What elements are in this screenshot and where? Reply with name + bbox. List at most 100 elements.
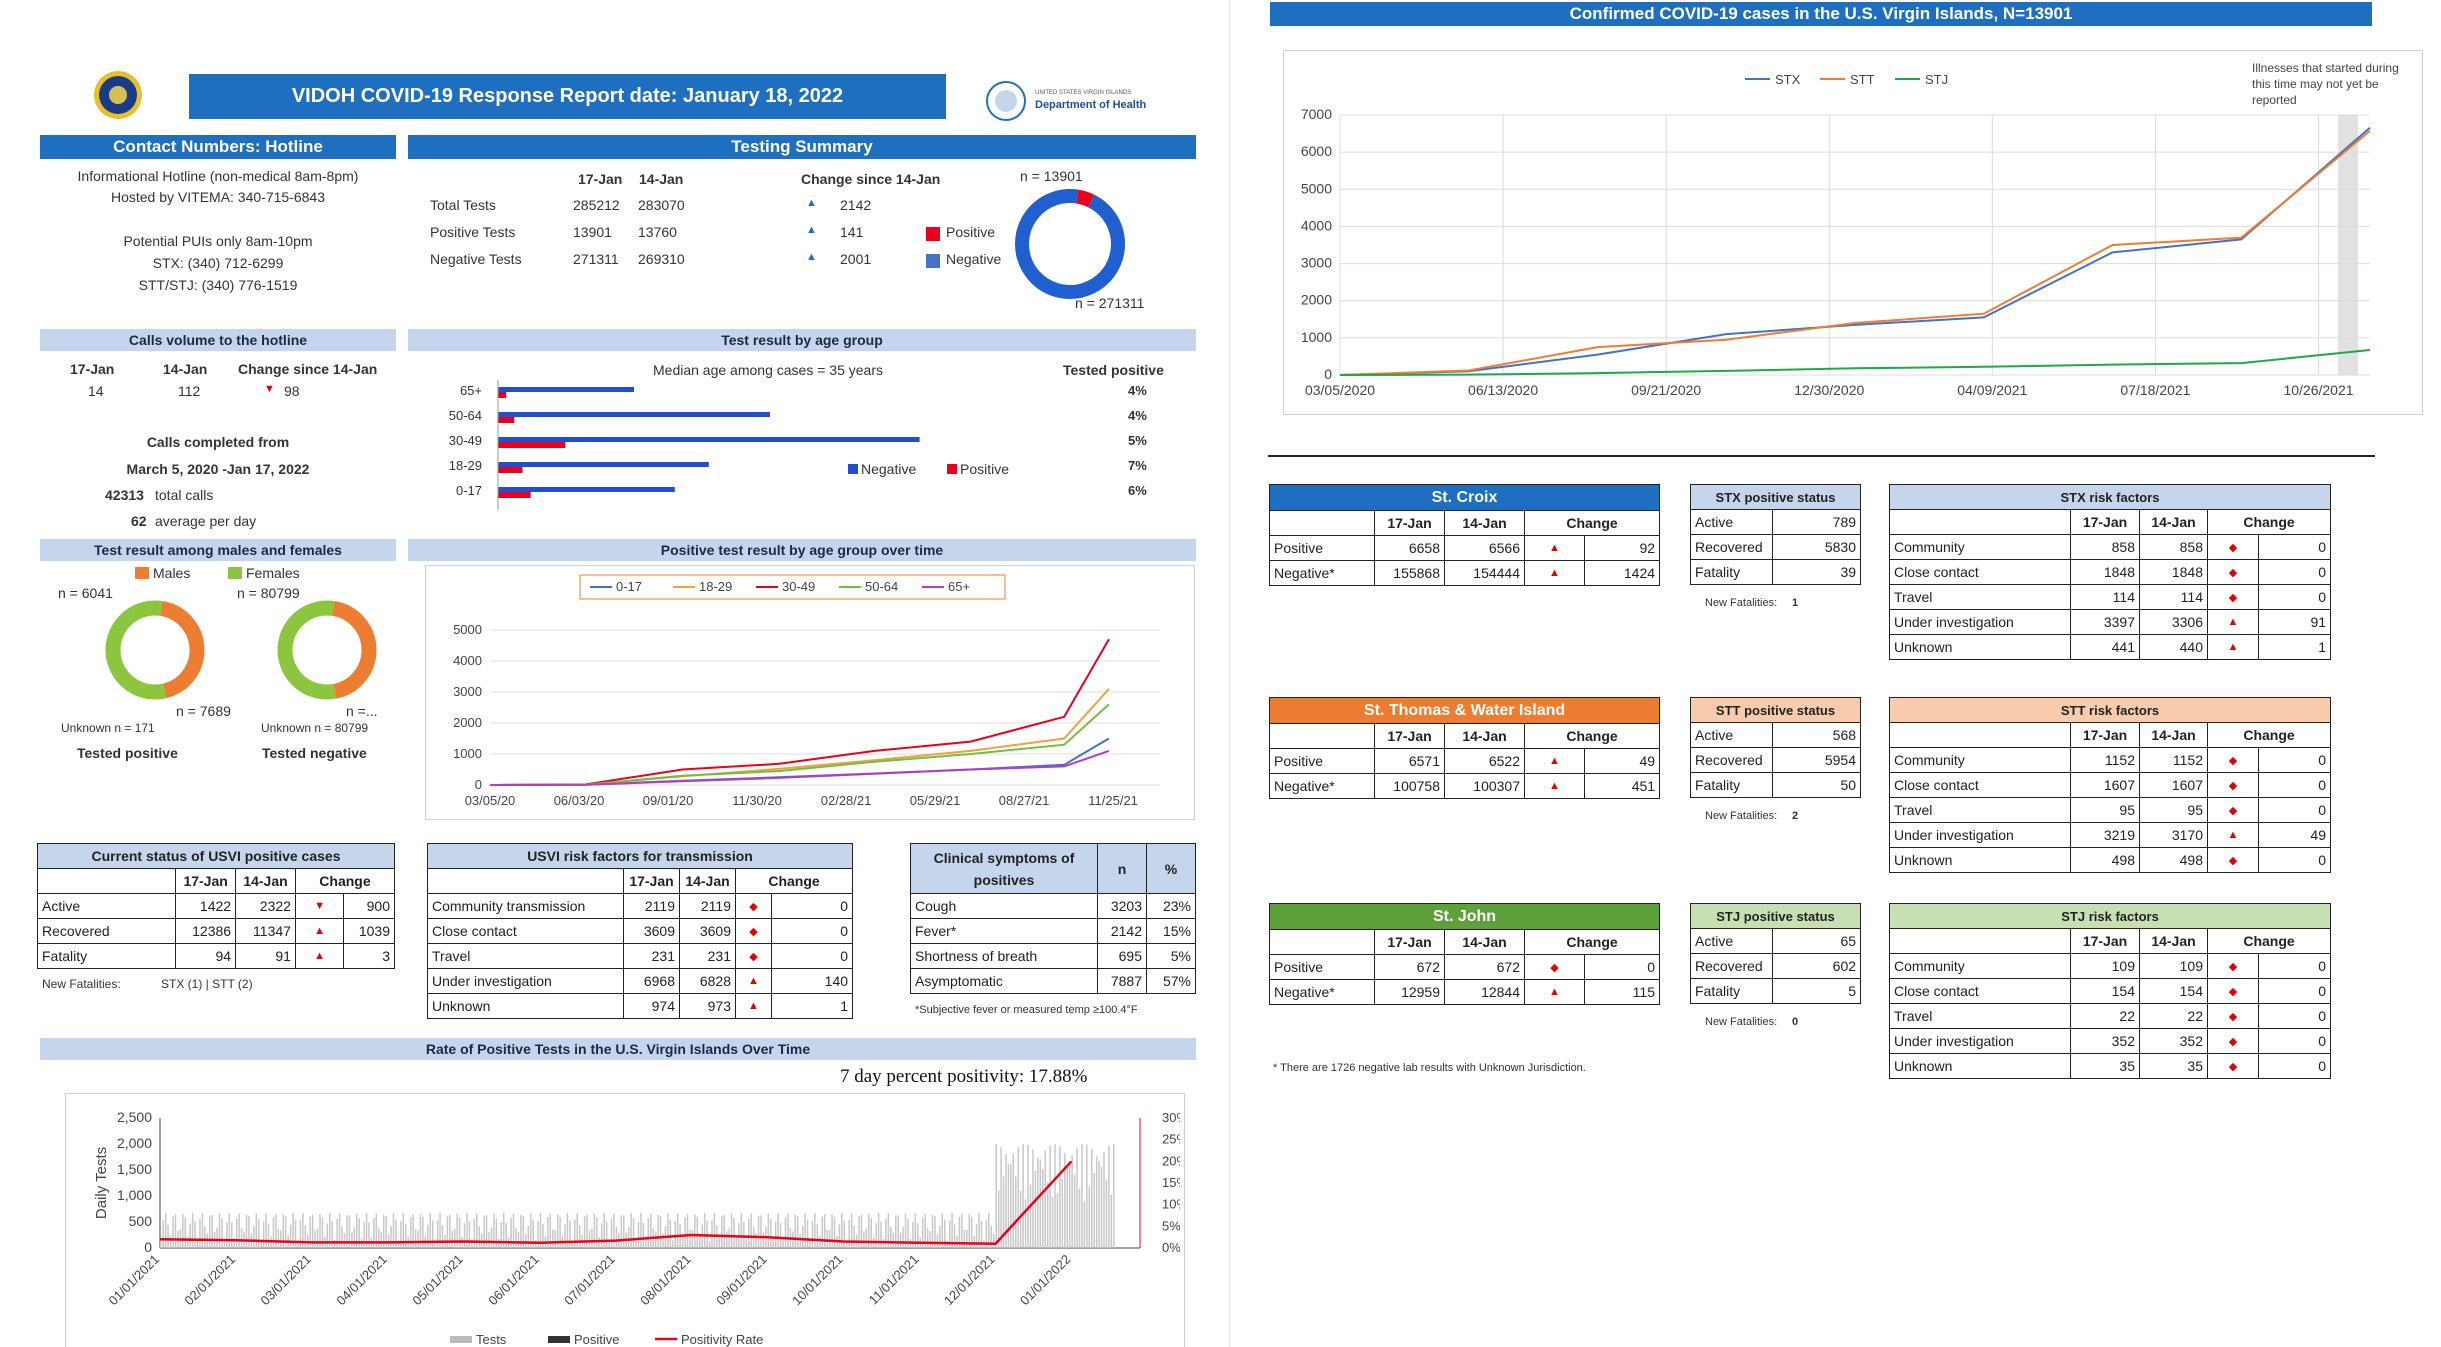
test-bar — [708, 1240, 711, 1248]
up-arrow-icon: ▲ — [2207, 822, 2259, 848]
row-change: 0 — [1584, 954, 1660, 980]
up-arrow-icon: ▲ — [2207, 634, 2259, 660]
testing-legend-negative: Negative — [946, 251, 1002, 267]
row-label: Fever* — [910, 918, 1098, 944]
risk-change: 0 — [2258, 772, 2331, 798]
table-row: Shortness of breath 695 5% — [910, 943, 1196, 969]
age-category-label: 0-17 — [456, 483, 482, 498]
risk-14jan: 498 — [2139, 847, 2208, 873]
test-bar — [218, 1213, 221, 1248]
vi-seal-logo — [94, 71, 142, 119]
legend-label: STX — [1775, 72, 1801, 87]
test-bar — [635, 1238, 637, 1248]
no-change-icon: ◆ — [735, 943, 772, 969]
test-bar — [522, 1215, 525, 1248]
test-bar — [532, 1219, 534, 1248]
test-bar — [476, 1213, 478, 1248]
row-change: 1039 — [343, 918, 395, 944]
series-line-stj — [1339, 349, 2371, 376]
risk-label: Community — [1889, 747, 2071, 773]
island-nf-label: New Fatalities: — [1705, 597, 1778, 609]
test-bar — [164, 1213, 167, 1248]
test-bar — [667, 1213, 669, 1248]
test-bar — [182, 1214, 184, 1248]
testing-row-change: 2142 — [840, 197, 872, 213]
risk-17jan: 154 — [2070, 978, 2140, 1004]
test-bar — [571, 1241, 574, 1248]
risk-14jan: 109 — [2139, 953, 2208, 979]
test-bar — [368, 1222, 370, 1248]
test-bar — [211, 1215, 213, 1248]
test-bar — [329, 1212, 331, 1248]
test-bar — [405, 1223, 407, 1248]
test-bar — [255, 1213, 258, 1248]
test-bar — [451, 1230, 454, 1248]
island-nf-value: 2 — [1792, 810, 1799, 822]
test-bar — [917, 1223, 919, 1248]
calls-date-range: March 5, 2020 -Jan 17, 2022 — [126, 461, 310, 477]
testing-row-change: 2001 — [840, 251, 872, 267]
test-bar — [542, 1224, 544, 1248]
legend-label: 30-49 — [782, 579, 815, 594]
test-bar — [485, 1215, 488, 1248]
test-bar — [441, 1225, 444, 1248]
x-tick-label: 07/01/2021 — [561, 1252, 618, 1309]
test-bar — [490, 1227, 493, 1248]
island-h1: 17-Jan — [1374, 510, 1445, 536]
risk-17jan: 498 — [2070, 847, 2140, 873]
test-bar — [1029, 1184, 1032, 1248]
table-row: Travel 22 22 ◆ 0 — [1889, 1003, 2332, 1029]
test-bar — [860, 1214, 863, 1248]
testing-row-17jan: 13901 — [573, 224, 612, 240]
risk-17jan: 109 — [2070, 953, 2140, 979]
test-bar — [419, 1214, 422, 1248]
sex-unknown1: Unknown n = 171 — [61, 721, 155, 735]
row-14jan: 2119 — [679, 893, 736, 919]
test-bar — [892, 1232, 895, 1248]
testing-row-14jan: 283070 — [638, 197, 685, 213]
test-bar — [510, 1217, 512, 1248]
risk-change: 0 — [2258, 747, 2331, 773]
legend-label: STJ — [1925, 72, 1948, 87]
row-label: Asymptomatic — [910, 968, 1098, 994]
x-tick-label: 11/30/20 — [732, 793, 782, 808]
calls-avg-n: 62 — [131, 513, 147, 529]
island-h1: 17-Jan — [1374, 929, 1445, 955]
row-label: Negative* — [1269, 773, 1375, 799]
test-bar — [662, 1234, 664, 1248]
test-bar — [495, 1218, 498, 1248]
status-value: 39 — [1771, 559, 1862, 585]
row-pct: 23% — [1146, 893, 1196, 919]
row-14jan: 6828 — [679, 968, 736, 994]
test-bar — [841, 1213, 843, 1248]
table-row: Travel 114 114 ◆ 0 — [1889, 584, 2332, 610]
test-bar — [576, 1213, 578, 1248]
test-bar — [471, 1239, 473, 1248]
risk-change: 0 — [2257, 584, 2332, 610]
test-bar — [574, 1219, 576, 1248]
test-bar — [591, 1228, 593, 1248]
test-bar — [160, 1241, 162, 1248]
bar-negative — [498, 412, 770, 417]
test-bar — [816, 1224, 819, 1248]
row-17jan: 12386 — [175, 918, 237, 944]
risk-h3: Change — [2206, 509, 2332, 535]
status-value: 50 — [1771, 772, 1862, 798]
row-14jan: 2322 — [235, 893, 296, 919]
test-bar — [520, 1214, 522, 1248]
row-pct: 57% — [1146, 968, 1196, 994]
testing-legend-positive: Positive — [946, 224, 996, 240]
test-bar — [703, 1213, 706, 1248]
test-bar — [907, 1218, 909, 1248]
row-n: 695 — [1097, 943, 1147, 969]
test-bar — [1066, 1165, 1068, 1248]
test-bar — [353, 1227, 356, 1248]
test-bar — [488, 1232, 490, 1248]
test-bar — [645, 1237, 647, 1248]
testing-row-label: Positive Tests — [430, 224, 516, 240]
risk-h1: 17-Jan — [2070, 722, 2140, 748]
test-bar — [204, 1226, 206, 1248]
y-tick-label: 1000 — [453, 746, 482, 761]
test-bar — [921, 1217, 924, 1248]
table-row: Recovered 12386 11347 ▲ 1039 — [36, 918, 395, 944]
